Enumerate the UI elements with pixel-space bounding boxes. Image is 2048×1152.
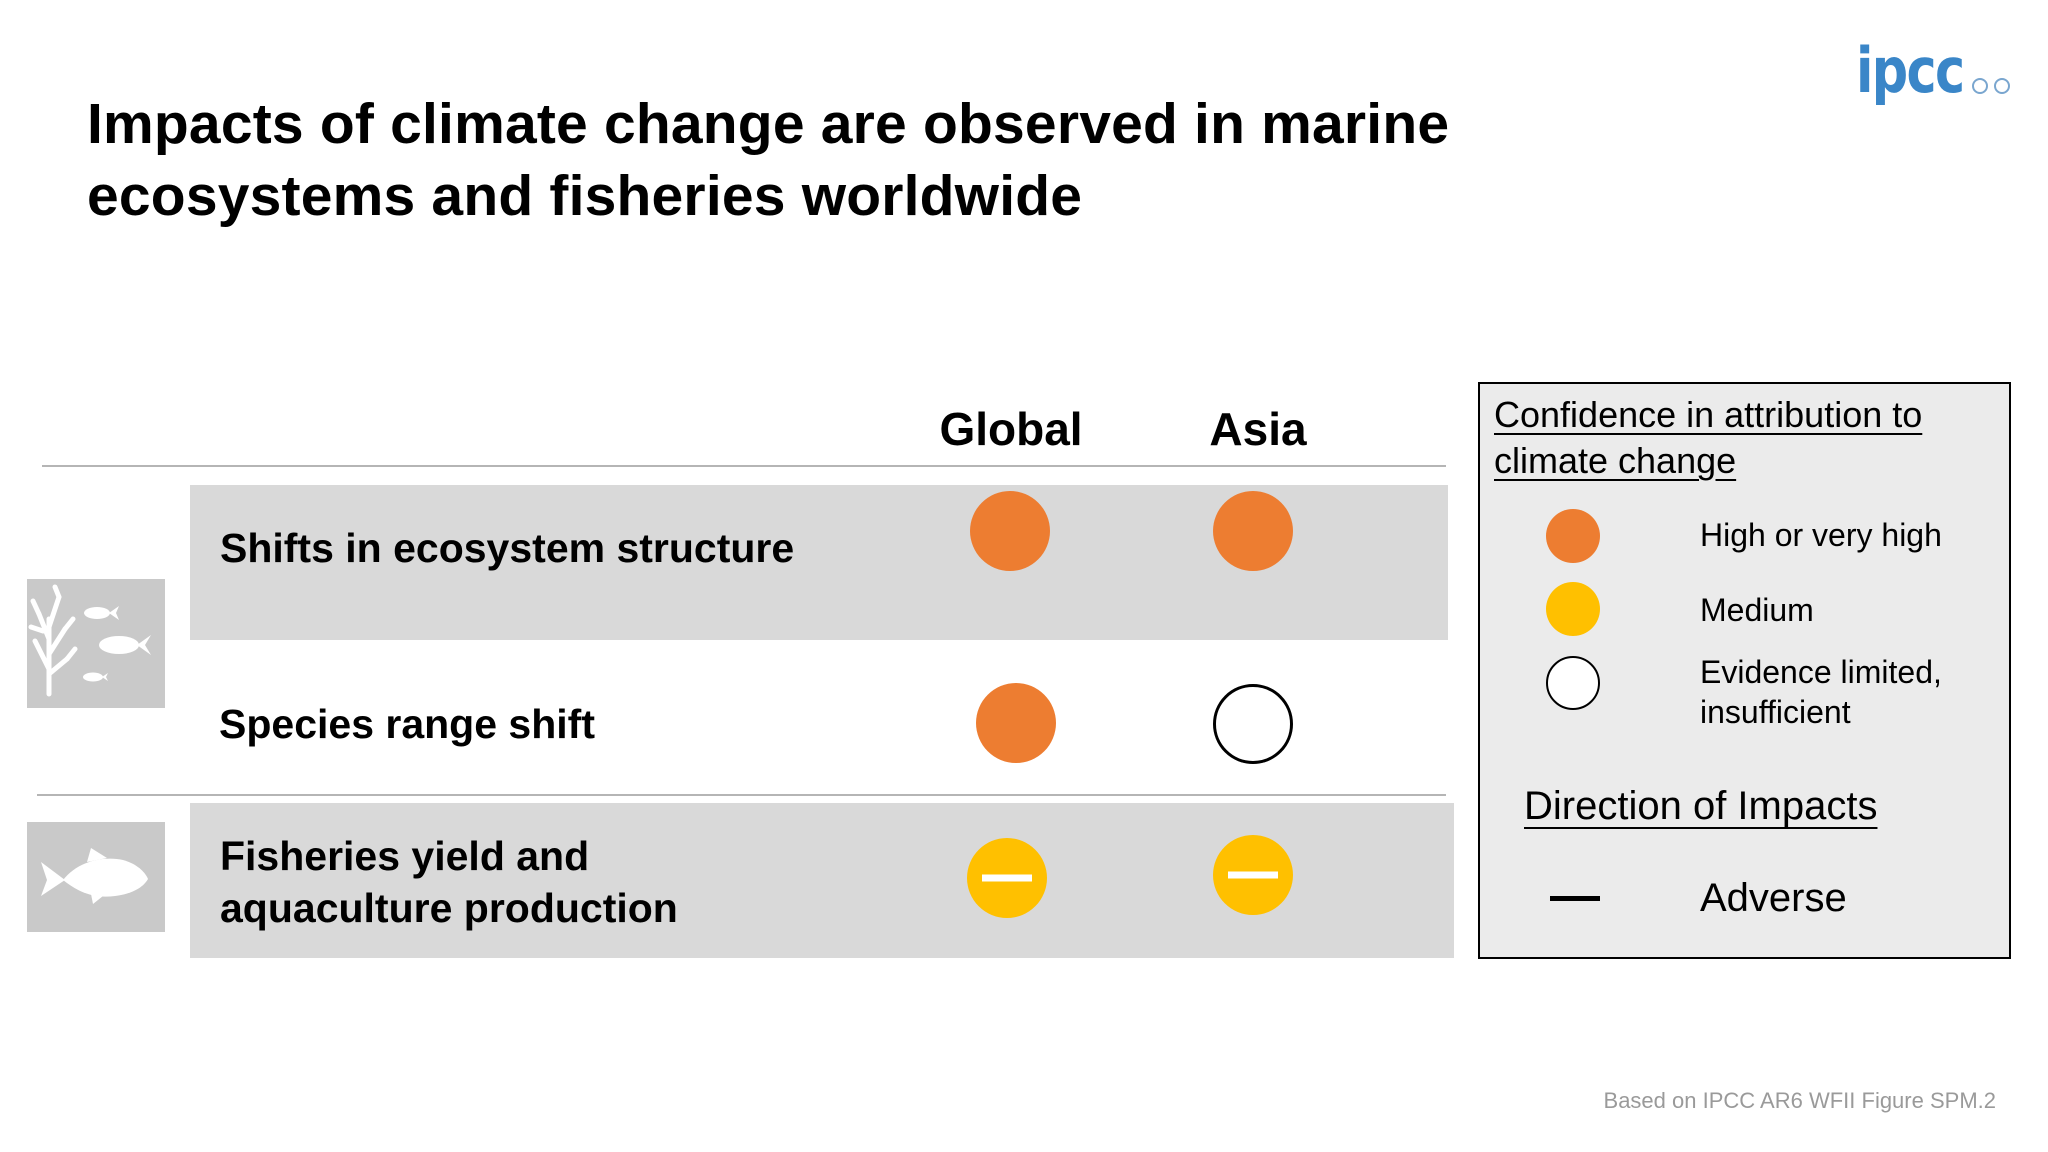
unep-emblem-icon <box>1994 78 2010 94</box>
slide-title-line-2: ecosystems and fisheries worldwide <box>87 164 1083 228</box>
adverse-dash-icon <box>1228 871 1278 879</box>
confidence-dot-medium-asia-fisheries <box>1213 835 1293 915</box>
ipcc-logo: ipcc <box>1856 34 2036 110</box>
coral-and-fish-graphic <box>28 584 151 697</box>
confidence-dot-medium-global-fisheries <box>967 838 1047 918</box>
confidence-dot-limited-asia-species <box>1213 684 1293 764</box>
confidence-dot-high-asia-ecosystem <box>1213 491 1293 571</box>
header-divider <box>42 465 1446 467</box>
row-label-fisheries-line-1: Fisheries yield and <box>220 833 590 879</box>
row-label-ecosystem-structure: Shifts in ecosystem structure <box>220 525 795 571</box>
legend-confidence-title-line-2: climate change <box>1494 440 1737 481</box>
legend-medium-dot-icon <box>1546 582 1600 636</box>
wmo-emblem-icon <box>1972 78 1988 94</box>
column-header-global: Global <box>939 403 1083 455</box>
legend-adverse-dash-icon <box>1550 896 1600 901</box>
legend-confidence-title-line-1: Confidence in attribution to <box>1494 394 1923 435</box>
row-label-fisheries: Fisheries yield and aquaculture producti… <box>220 830 678 934</box>
slide-title-line-1: Impacts of climate change are observed i… <box>87 92 1450 156</box>
legend-high-label: High or very high <box>1700 517 1942 553</box>
coral-and-fish-icon <box>27 579 165 708</box>
row-label-fisheries-line-2: aquaculture production <box>220 885 678 931</box>
legend-limited-label-line-2: insufficient <box>1700 694 1851 730</box>
confidence-dot-high-global-species <box>976 683 1056 763</box>
legend-limited-label: Evidence limited, insufficient <box>1700 652 1942 732</box>
adverse-dash-icon <box>982 874 1032 882</box>
source-footnote: Based on IPCC AR6 WFII Figure SPM.2 <box>1603 1088 1996 1113</box>
fish-icon <box>27 822 165 932</box>
ipcc-logo-text: ipcc <box>1856 34 1965 107</box>
legend-medium-label: Medium <box>1700 592 1814 628</box>
slide-title: Impacts of climate change are observed i… <box>87 88 1587 232</box>
fish-graphic <box>41 848 148 904</box>
column-header-asia: Asia <box>1209 403 1307 455</box>
confidence-dot-high-global-ecosystem <box>970 491 1050 571</box>
legend-confidence-title: Confidence in attribution to climate cha… <box>1494 392 1922 484</box>
legend-limited-label-line-1: Evidence limited, <box>1700 654 1942 690</box>
row-label-species-range-shift: Species range shift <box>219 701 595 747</box>
legend-panel: Confidence in attribution to climate cha… <box>1478 382 2011 959</box>
legend-direction-title: Direction of Impacts <box>1524 784 1878 828</box>
legend-adverse-label: Adverse <box>1700 876 1847 920</box>
legend-high-dot-icon <box>1546 509 1600 563</box>
legend-limited-dot-icon <box>1546 656 1600 710</box>
group-divider <box>37 794 1446 796</box>
